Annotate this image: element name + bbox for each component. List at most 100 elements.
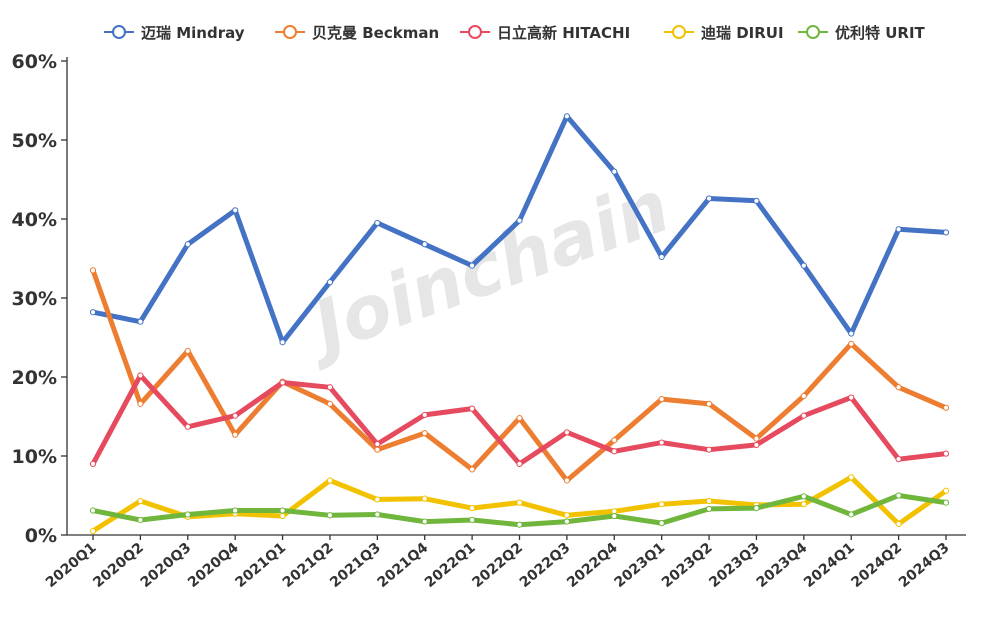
data-point (848, 340, 855, 347)
x-tick-label: 2020Q1 (43, 540, 100, 591)
data-point (705, 400, 713, 407)
legend-label: 贝克曼 Beckman (312, 24, 439, 42)
data-point (800, 392, 807, 400)
legend-item[interactable]: 贝克曼 Beckman (275, 24, 439, 42)
y-tick-label: 60% (12, 51, 57, 73)
data-point (232, 431, 239, 438)
data-point (848, 394, 855, 401)
x-tick-label: 2023Q2 (659, 540, 716, 591)
y-tick-label: 20% (12, 367, 57, 389)
data-point (421, 495, 428, 502)
data-point (374, 441, 381, 448)
data-point (942, 499, 950, 506)
data-point (421, 429, 428, 437)
data-point (658, 520, 665, 527)
data-point (89, 507, 97, 514)
data-point (705, 195, 713, 202)
data-point (469, 262, 476, 269)
data-point (658, 501, 665, 508)
legend-swatch-marker (672, 25, 686, 39)
data-point (942, 487, 950, 494)
legend-swatch-marker (112, 25, 126, 39)
x-tick-label: 2023Q3 (706, 540, 763, 591)
data-point (611, 448, 618, 455)
series-line (90, 267, 949, 483)
legend-item[interactable]: 迪瑞 DIRUI (664, 24, 784, 42)
x-axis-ticks: 2020Q12020Q22020Q32020Q42021Q12021Q22021… (43, 535, 953, 591)
data-point (374, 219, 381, 227)
data-point (895, 226, 902, 233)
legend-item[interactable]: 日立高新 HITACHI (460, 24, 630, 42)
axes (66, 57, 966, 536)
data-point (848, 474, 855, 481)
legend-item[interactable]: 迈瑞 Mindray (104, 24, 245, 42)
data-point (89, 267, 97, 274)
data-point (563, 477, 570, 484)
x-tick-label: 2023Q4 (754, 540, 811, 591)
x-tick-label: 2022Q4 (564, 540, 621, 591)
data-point (753, 441, 760, 449)
data-point (137, 497, 144, 505)
data-point (279, 379, 286, 386)
y-tick-label: 40% (12, 209, 57, 231)
x-tick-label: 2021Q1 (232, 540, 289, 591)
data-point (611, 168, 618, 175)
y-tick-label: 0% (25, 525, 57, 547)
data-point (563, 113, 570, 120)
data-point (469, 505, 476, 512)
data-point (184, 241, 191, 248)
data-point (942, 229, 950, 236)
data-point (374, 511, 381, 518)
data-point (374, 496, 381, 503)
data-point (848, 330, 855, 337)
x-tick-label: 2020Q4 (185, 540, 242, 591)
data-point (563, 512, 570, 519)
x-tick-label: 2022Q2 (469, 540, 526, 591)
data-point (800, 262, 807, 269)
legend-label: 优利特 URIT (835, 24, 926, 42)
data-point (137, 516, 144, 524)
data-point (516, 499, 523, 506)
x-tick-label: 2021Q2 (280, 540, 337, 591)
legend-item[interactable]: 优利特 URIT (798, 24, 926, 42)
data-point (326, 477, 334, 484)
data-point (516, 217, 523, 224)
data-point (326, 512, 334, 519)
data-point (184, 511, 191, 518)
legend-label: 迪瑞 DIRUI (701, 24, 784, 42)
data-point (421, 241, 428, 248)
data-point (279, 507, 286, 514)
data-point (232, 207, 239, 214)
data-point (942, 450, 950, 457)
data-point (279, 339, 286, 346)
data-point (942, 404, 950, 411)
series-group (89, 113, 950, 535)
series-0 (89, 113, 950, 346)
data-point (705, 497, 713, 505)
data-point (469, 405, 476, 412)
series-2 (89, 372, 950, 467)
data-point (800, 493, 807, 500)
data-point (611, 437, 618, 444)
series-4 (89, 492, 950, 528)
data-point (658, 253, 665, 261)
y-tick-label: 10% (12, 446, 57, 468)
data-point (563, 518, 570, 525)
data-point (895, 456, 902, 463)
data-point (469, 466, 476, 473)
data-point (89, 309, 97, 316)
data-point (137, 400, 144, 407)
data-point (563, 429, 570, 436)
data-point (184, 347, 191, 355)
x-tick-label: 2024Q3 (896, 540, 953, 591)
data-point (421, 411, 428, 419)
data-point (232, 507, 239, 514)
x-tick-label: 2021Q4 (375, 540, 432, 591)
data-point (611, 512, 618, 520)
x-tick-label: 2021Q3 (327, 540, 384, 591)
legend-label: 迈瑞 Mindray (141, 24, 245, 42)
data-point (279, 512, 286, 520)
data-point (705, 446, 713, 453)
data-point (137, 372, 144, 379)
